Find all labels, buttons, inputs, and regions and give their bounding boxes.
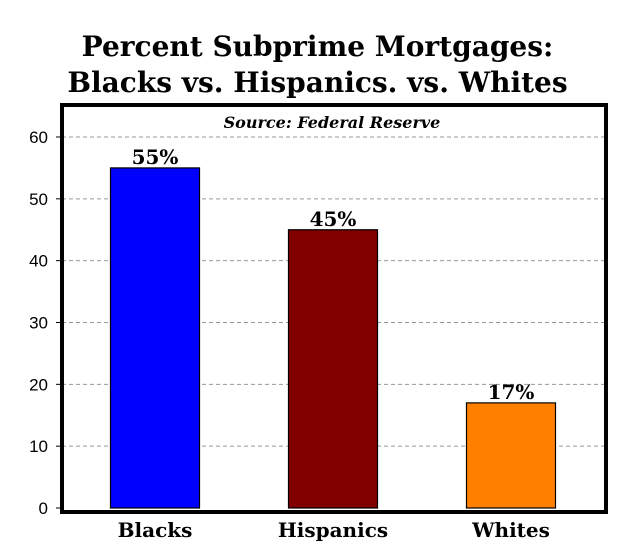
data-label-blacks: 55%	[132, 145, 179, 169]
y-tick-label-0: 0	[39, 499, 48, 518]
x-tick-label-blacks: Blacks	[118, 518, 193, 542]
y-tick-label-30: 30	[29, 314, 48, 333]
plot-frame	[60, 103, 608, 514]
axes: 0 10 20 30 40 50 60 Blacks Hispanics Whites	[29, 103, 608, 542]
data-label-hispanics: 45%	[310, 207, 357, 231]
chart-title-line-2: Blacks vs. Hispanics. vs. Whites	[67, 66, 568, 99]
y-tick-label-40: 40	[29, 252, 48, 271]
y-tick-label-20: 20	[29, 375, 48, 394]
y-tick-label-10: 10	[29, 437, 48, 456]
bar-whites	[465, 402, 557, 509]
chart-title-line-1: Percent Subprime Mortgages:	[81, 30, 554, 63]
bar-hispanics	[287, 229, 379, 509]
chart-subtitle: Source: Federal Reserve	[224, 113, 441, 132]
x-tick-label-whites: Whites	[471, 518, 550, 542]
x-tick-label-hispanics: Hispanics	[278, 518, 388, 542]
bars: 55% 45% 17%	[109, 145, 557, 509]
bar-blacks	[109, 167, 201, 509]
data-label-whites: 17%	[488, 380, 535, 404]
y-tick-label-60: 60	[29, 128, 48, 147]
y-tick-label-50: 50	[29, 190, 48, 209]
